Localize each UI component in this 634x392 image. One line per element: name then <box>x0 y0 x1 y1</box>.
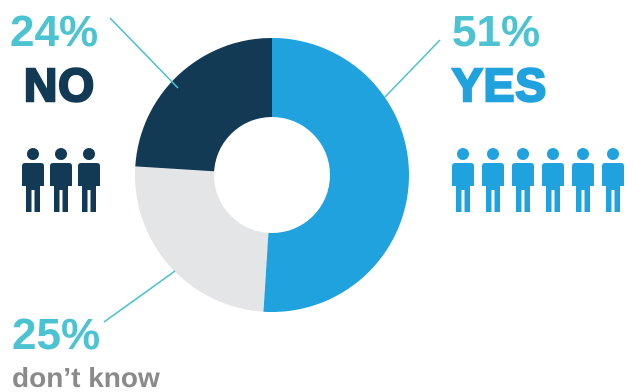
no-people-group <box>22 148 100 212</box>
leader-line-no <box>109 17 179 89</box>
person-icon <box>512 148 534 212</box>
person-icon <box>22 148 44 212</box>
dont-know-percentage: 25% <box>12 310 101 359</box>
person-icon <box>572 148 594 212</box>
person-icon <box>78 148 100 212</box>
no-label: NO <box>23 59 96 111</box>
yes-percentage: 51% <box>452 7 541 56</box>
yes-label: YES <box>451 59 548 111</box>
no-percentage: 24% <box>10 7 99 56</box>
person-icon <box>452 148 474 212</box>
yes-people-group <box>452 148 624 212</box>
leader-line-dont-know <box>103 270 176 323</box>
person-icon <box>482 148 504 212</box>
slice-yes <box>263 38 410 313</box>
person-icon <box>542 148 564 212</box>
donut-hole <box>214 117 330 233</box>
leader-line-yes <box>384 39 441 98</box>
person-icon <box>50 148 72 212</box>
person-icon <box>602 148 624 212</box>
dont-know-label: don’t know <box>12 362 160 392</box>
